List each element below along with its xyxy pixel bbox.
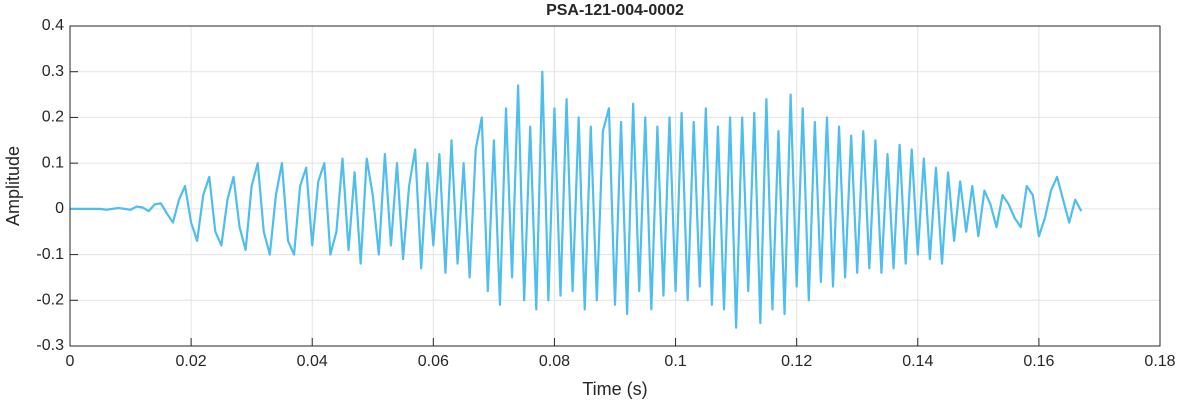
y-tick-label: -0.2 — [36, 292, 64, 309]
x-tick-label: 0.18 — [1144, 353, 1175, 370]
x-tick-label: 0.1 — [664, 353, 686, 370]
y-axis-label: Amplitude — [3, 146, 23, 226]
y-tick-label: 0.1 — [42, 154, 64, 171]
x-tick-label: 0.08 — [539, 353, 570, 370]
x-tick-label: 0 — [66, 353, 75, 370]
y-tick-label: -0.3 — [36, 337, 64, 354]
y-tick-label: 0 — [55, 200, 64, 217]
y-tick-label: 0.4 — [42, 17, 64, 34]
x-tick-label: 0.04 — [297, 353, 328, 370]
y-tick-label: 0.2 — [42, 109, 64, 126]
chart-title: PSA-121-004-0002 — [546, 2, 684, 19]
x-tick-label: 0.06 — [418, 353, 449, 370]
x-tick-label: 0.12 — [781, 353, 812, 370]
x-tick-label: 0.16 — [1023, 353, 1054, 370]
y-tick-label: -0.1 — [36, 246, 64, 263]
x-axis-label: Time (s) — [582, 379, 647, 399]
x-tick-label: 0.02 — [176, 353, 207, 370]
plot-frame — [69, 25, 1161, 347]
y-tick-label: 0.3 — [42, 63, 64, 80]
x-tick-label: 0.14 — [902, 353, 933, 370]
waveform-line — [70, 70, 1083, 329]
